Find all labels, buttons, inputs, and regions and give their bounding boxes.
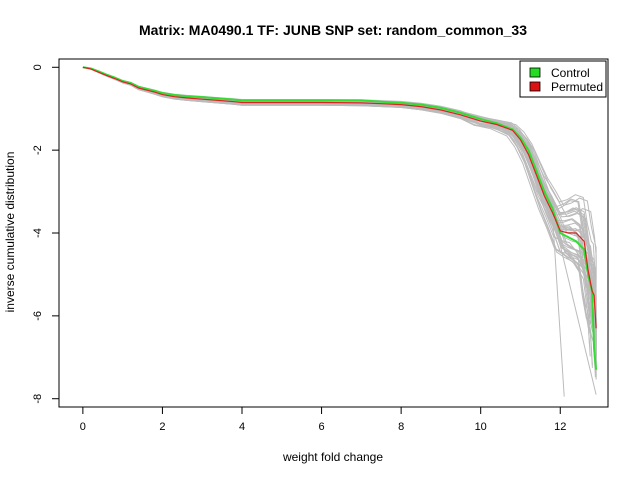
- y-tick-label: -4: [32, 228, 44, 238]
- x-tick-label: 8: [398, 421, 404, 433]
- y-axis-label: inverse cumulative distribution: [3, 152, 17, 313]
- background-line: [82, 66, 593, 328]
- legend-swatch-control: [529, 67, 541, 78]
- x-tick-label: 6: [319, 421, 325, 433]
- background-line: [82, 66, 591, 278]
- x-axis-label: weight fold change: [282, 450, 383, 464]
- chart-title: Matrix: MA0490.1 TF: JUNB SNP set: rando…: [139, 22, 527, 38]
- y-axis: 0 -2 -4 -6 -8: [32, 64, 59, 404]
- background-line: [82, 66, 593, 368]
- background-line: [82, 66, 591, 357]
- x-axis: 0 2 4 6 8 10 12: [80, 407, 566, 433]
- series-line-permuted: [82, 66, 597, 329]
- x-tick-label: 2: [159, 421, 165, 433]
- background-line: [82, 66, 597, 364]
- legend-label-permuted: Permuted: [551, 80, 603, 94]
- background-line: [82, 66, 597, 367]
- background-line: [82, 66, 597, 370]
- background-line: [82, 66, 593, 366]
- y-tick-label: -2: [32, 145, 44, 155]
- legend-label-control: Control: [551, 66, 590, 80]
- background-line: [82, 66, 590, 344]
- background-line: [82, 66, 597, 345]
- series-lines: [82, 66, 598, 370]
- series-line-control: [82, 66, 598, 370]
- background-line: [82, 66, 597, 357]
- background-line: [82, 66, 596, 378]
- legend-swatch-permuted: [529, 81, 541, 92]
- x-tick-label: 10: [475, 421, 487, 433]
- background-line: [82, 66, 592, 280]
- y-tick-label: -6: [32, 311, 44, 321]
- background-line: [82, 66, 597, 358]
- x-tick-label: 0: [80, 421, 86, 433]
- x-tick-label: 12: [554, 421, 566, 433]
- background-line: [82, 66, 597, 358]
- y-tick-label: -8: [32, 394, 44, 404]
- background-lines: [82, 66, 597, 397]
- background-line: [82, 66, 597, 380]
- background-line: [82, 66, 596, 276]
- background-line: [82, 66, 597, 335]
- background-line: [82, 66, 597, 366]
- background-line: [82, 66, 597, 358]
- x-tick-label: 4: [239, 421, 245, 433]
- background-line: [82, 66, 597, 364]
- background-line: [82, 66, 596, 354]
- background-line: [82, 66, 597, 329]
- y-tick-label: 0: [32, 64, 44, 70]
- legend: Control Permuted: [519, 60, 607, 98]
- plot-frame: [58, 58, 609, 408]
- background-line: [82, 66, 597, 280]
- background-line: [82, 66, 597, 379]
